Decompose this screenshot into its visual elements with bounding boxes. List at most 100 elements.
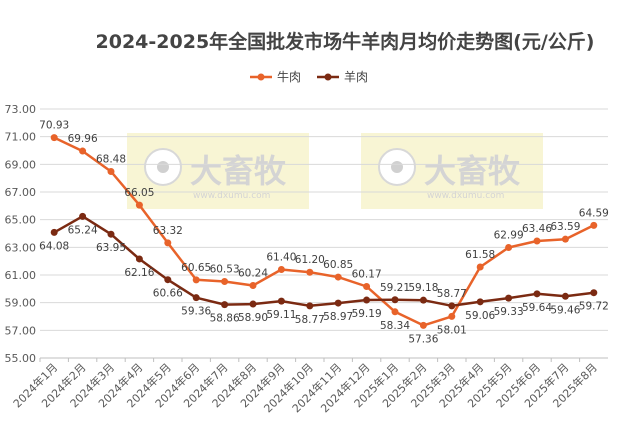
beef-data-point xyxy=(164,239,172,247)
mutton-data-label: 64.08 xyxy=(39,240,69,252)
mutton-data-point xyxy=(107,230,115,238)
beef-data-label: 63.32 xyxy=(153,225,183,237)
mutton-data-point xyxy=(79,212,87,220)
mutton-data-point xyxy=(505,294,513,302)
mutton-data-label: 58.77 xyxy=(295,314,325,326)
beef-data-point xyxy=(363,282,371,290)
beef-data-point xyxy=(221,278,229,286)
beef-data-label: 66.05 xyxy=(124,187,154,199)
beef-price-line xyxy=(53,136,595,327)
beef-data-point xyxy=(107,168,115,176)
mutton-data-label: 59.33 xyxy=(494,306,524,318)
mutton-data-point xyxy=(334,299,342,307)
y-tick-label: 71.00 xyxy=(5,131,37,144)
mutton-data-point xyxy=(363,296,371,304)
grid-lines xyxy=(40,108,608,359)
mutton-data-label: 63.95 xyxy=(96,242,126,254)
y-tick-label: 61.00 xyxy=(5,269,37,282)
beef-data-label: 57.36 xyxy=(408,333,438,345)
beef-data-label: 62.99 xyxy=(494,229,524,241)
beef-data-label: 60.53 xyxy=(210,264,240,276)
beef-data-label: 60.17 xyxy=(352,268,382,280)
mutton-data-label: 65.24 xyxy=(68,224,98,236)
mutton-data-point xyxy=(50,228,58,236)
mutton-data-point xyxy=(533,290,541,298)
mutton-data-point xyxy=(561,292,569,300)
beef-data-point xyxy=(419,321,427,329)
mutton-data-label: 58.97 xyxy=(323,311,353,323)
mutton-data-label: 59.64 xyxy=(522,302,552,314)
mutton-data-label: 59.19 xyxy=(352,308,382,320)
beef-data-label: 58.01 xyxy=(437,324,467,336)
beef-data-label: 68.48 xyxy=(96,154,126,166)
beef-data-point xyxy=(334,273,342,281)
beef-data-point xyxy=(533,237,541,245)
mutton-data-label: 59.06 xyxy=(465,310,495,322)
legend-label-beef: 牛肉 xyxy=(277,69,301,84)
beef-data-point xyxy=(79,147,87,155)
mutton-data-point xyxy=(590,289,598,297)
beef-data-label: 61.20 xyxy=(295,254,325,266)
beef-data-point xyxy=(590,221,598,229)
beef-data-point xyxy=(277,265,285,273)
beef-data-label: 69.96 xyxy=(68,133,98,145)
beef-data-label: 58.34 xyxy=(380,320,410,332)
beef-data-label: 61.40 xyxy=(266,251,296,263)
y-tick-label: 59.00 xyxy=(5,297,37,310)
y-tick-label: 57.00 xyxy=(5,324,37,337)
legend-dot-mutton xyxy=(324,73,332,81)
beef-data-point xyxy=(306,268,314,276)
mutton-data-point xyxy=(476,298,484,306)
y-tick-label: 63.00 xyxy=(5,241,37,254)
y-tick-label: 69.00 xyxy=(5,158,37,171)
mutton-data-label: 59.36 xyxy=(181,306,211,318)
beef-data-point xyxy=(192,276,200,284)
beef-data-label: 63.59 xyxy=(550,221,580,233)
beef-data-label: 64.59 xyxy=(579,207,609,219)
mutton-data-label: 59.21 xyxy=(380,282,410,294)
beef-data-point xyxy=(135,201,143,209)
beef-data-point xyxy=(249,282,257,290)
beef-data-label: 70.93 xyxy=(39,120,69,132)
mutton-data-label: 59.46 xyxy=(550,304,580,316)
mutton-data-point xyxy=(249,300,257,308)
mutton-price-line xyxy=(53,215,594,308)
watermark-right: 大畜牧 www.dxumu.com xyxy=(361,133,543,209)
y-tick-label: 73.00 xyxy=(5,103,37,116)
beef-data-label: 60.24 xyxy=(238,268,268,280)
watermark-right-url: www.dxumu.com xyxy=(427,191,504,201)
beef-data-point xyxy=(391,308,399,316)
beef-data-label: 60.85 xyxy=(323,259,353,271)
chart-title: 2024-2025年全国批发市场牛羊肉月均价走势图(元/公斤) xyxy=(96,30,595,53)
watermark-right-text: 大畜牧 xyxy=(424,152,521,190)
beef-data-point xyxy=(476,263,484,271)
y-tick-label: 65.00 xyxy=(5,214,37,227)
mutton-data-point xyxy=(419,296,427,304)
beef-data-label: 61.58 xyxy=(465,249,495,261)
beef-data-point xyxy=(561,235,569,243)
mutton-data-label: 62.16 xyxy=(124,267,154,279)
mutton-data-point xyxy=(192,294,200,302)
mutton-data-label: 59.72 xyxy=(579,301,609,313)
mutton-data-point xyxy=(164,276,172,284)
watermark-left: 大畜牧 www.dxumu.com xyxy=(127,133,309,209)
watermark-left-text: 大畜牧 xyxy=(190,152,287,190)
mutton-data-point xyxy=(135,255,143,263)
legend-dot-beef xyxy=(257,73,265,81)
legend: 牛肉 羊肉 xyxy=(250,69,368,84)
mutton-data-point xyxy=(221,301,229,309)
beef-data-label: 63.46 xyxy=(522,223,552,235)
beef-data-point xyxy=(505,243,513,251)
legend-label-mutton: 羊肉 xyxy=(344,69,368,84)
beef-data-point xyxy=(50,134,58,142)
beef-data-label: 60.65 xyxy=(181,262,211,274)
mutton-data-label: 58.77 xyxy=(437,288,467,300)
mutton-data-label: 60.66 xyxy=(153,288,183,300)
mutton-data-label: 59.18 xyxy=(408,282,438,294)
watermark-left-url: www.dxumu.com xyxy=(193,191,270,201)
y-tick-label: 55.00 xyxy=(5,352,37,365)
mutton-data-point xyxy=(448,302,456,310)
